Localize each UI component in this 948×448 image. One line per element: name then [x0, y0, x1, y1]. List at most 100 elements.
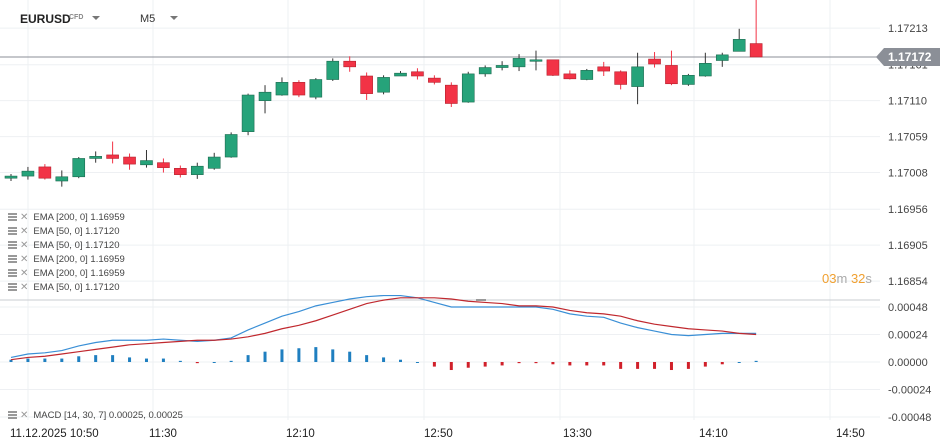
candle-body [360, 75, 373, 94]
axes: 1.172131.171611.171101.170591.170081.169… [10, 23, 931, 440]
candle-down [38, 164, 52, 180]
candle-body [631, 66, 644, 87]
candle-up [580, 68, 594, 81]
menu-icon[interactable] [8, 269, 17, 277]
menu-icon[interactable] [8, 213, 17, 221]
macd-histogram-bar [399, 359, 403, 362]
candle-body [715, 54, 729, 61]
macd-histogram-bar [568, 362, 572, 366]
macd-histogram-bar [263, 351, 267, 362]
candle-countdown: 03m 32s [822, 271, 872, 286]
macd-histogram-bar [178, 360, 182, 362]
macd-histogram-bar [653, 362, 657, 369]
candle-up [495, 61, 509, 71]
candle-body [106, 154, 119, 159]
indicator-label: EMA [50, 0] 1.17120 [33, 281, 120, 293]
price-tag-background [876, 47, 940, 66]
candle-up [394, 71, 407, 77]
macd-histogram-bar [415, 362, 419, 363]
close-icon[interactable]: ✕ [20, 253, 29, 265]
price-axis-label: 1.17008 [888, 168, 928, 180]
time-axis-label: 12:50 [424, 428, 453, 440]
current-price-label: 1.17172 [888, 50, 932, 64]
candle-down [445, 82, 458, 108]
candle-body [665, 65, 678, 85]
candle-up [682, 73, 695, 86]
menu-icon[interactable] [8, 255, 17, 263]
candle-down [428, 75, 441, 85]
candle-down [597, 61, 611, 76]
indicator-label: EMA [50, 0] 1.17120 [33, 225, 120, 237]
price-axis-label: 1.17059 [888, 132, 928, 144]
candle-body [495, 65, 509, 68]
time-axis-label: 14:10 [699, 428, 728, 440]
close-icon[interactable]: ✕ [20, 409, 29, 421]
instrument-type-badge: CFD [69, 14, 84, 21]
menu-icon[interactable] [8, 227, 17, 235]
candle-body [512, 58, 526, 68]
candle-up [377, 75, 390, 95]
menu-icon[interactable] [8, 283, 17, 291]
signal-line [10, 297, 757, 361]
candle-down [123, 153, 136, 170]
menu-icon[interactable] [8, 411, 17, 419]
countdown-minutes: 03 [822, 271, 837, 286]
candle-body [4, 175, 18, 179]
macd-histogram-bar [280, 349, 284, 362]
macd-histogram-bar [754, 360, 758, 362]
candle-body [258, 91, 272, 101]
macd-axis-label: -0.00024 [888, 385, 931, 397]
candle-up [461, 71, 475, 103]
candle-up [241, 93, 255, 136]
menu-icon[interactable] [8, 241, 17, 249]
macd-pane [9, 294, 758, 371]
macd-histogram-bar [144, 358, 148, 362]
price-axis-label: 1.16905 [888, 240, 928, 252]
candle-body [478, 67, 492, 75]
macd-histogram-bar [297, 348, 301, 362]
close-icon[interactable]: ✕ [20, 281, 29, 293]
macd-axis-label: 0.00024 [888, 330, 928, 342]
candle-body [648, 58, 661, 65]
candle-body [241, 94, 255, 132]
candle-body [21, 170, 35, 177]
macd-histogram-bar [77, 356, 81, 362]
macd-histogram-bar [703, 362, 707, 367]
indicator-row: ✕ EMA [50, 0] 1.17120 [8, 225, 119, 237]
macd-histogram-bar [500, 362, 504, 366]
macd-histogram-bar [517, 362, 521, 364]
candle-body [546, 59, 560, 76]
symbol-dropdown-chevron-icon[interactable] [92, 16, 100, 20]
candle-body [190, 165, 204, 175]
macd-histogram-bar [449, 362, 453, 371]
timeframe-dropdown-chevron-icon[interactable] [170, 16, 178, 20]
macd-indicator-label: MACD [14, 30, 7] 0.00025, 0.00025 [33, 409, 183, 421]
macd-histogram-bar [602, 362, 606, 366]
candle-down [343, 56, 357, 72]
macd-axis-label: 0.00000 [888, 357, 928, 369]
macd-histogram-bar [94, 355, 98, 362]
current-price-tag: 1.17172 [876, 47, 940, 66]
time-axis-label: 13:30 [563, 428, 592, 440]
close-icon[interactable]: ✕ [20, 211, 29, 223]
indicator-label: EMA [200, 0] 1.16959 [33, 211, 125, 223]
candle-down [174, 165, 187, 178]
indicator-label: EMA [50, 0] 1.17120 [33, 239, 120, 251]
candle-body [529, 59, 543, 62]
macd-histogram-bar [212, 362, 216, 363]
macd-line [10, 294, 757, 359]
candle-body [292, 82, 306, 96]
timeframe-selector[interactable]: M5 [140, 13, 156, 25]
macd-histogram-bar [246, 355, 250, 362]
macd-histogram-bar [585, 362, 589, 366]
symbol-selector[interactable]: EURUSD [20, 12, 71, 26]
candle-body [38, 166, 52, 179]
close-icon[interactable]: ✕ [20, 239, 29, 251]
candle-down [546, 59, 560, 76]
candlestick-series [4, 0, 763, 187]
candle-up [732, 28, 746, 52]
close-icon[interactable]: ✕ [20, 225, 29, 237]
candle-up [4, 173, 18, 182]
close-icon[interactable]: ✕ [20, 267, 29, 279]
